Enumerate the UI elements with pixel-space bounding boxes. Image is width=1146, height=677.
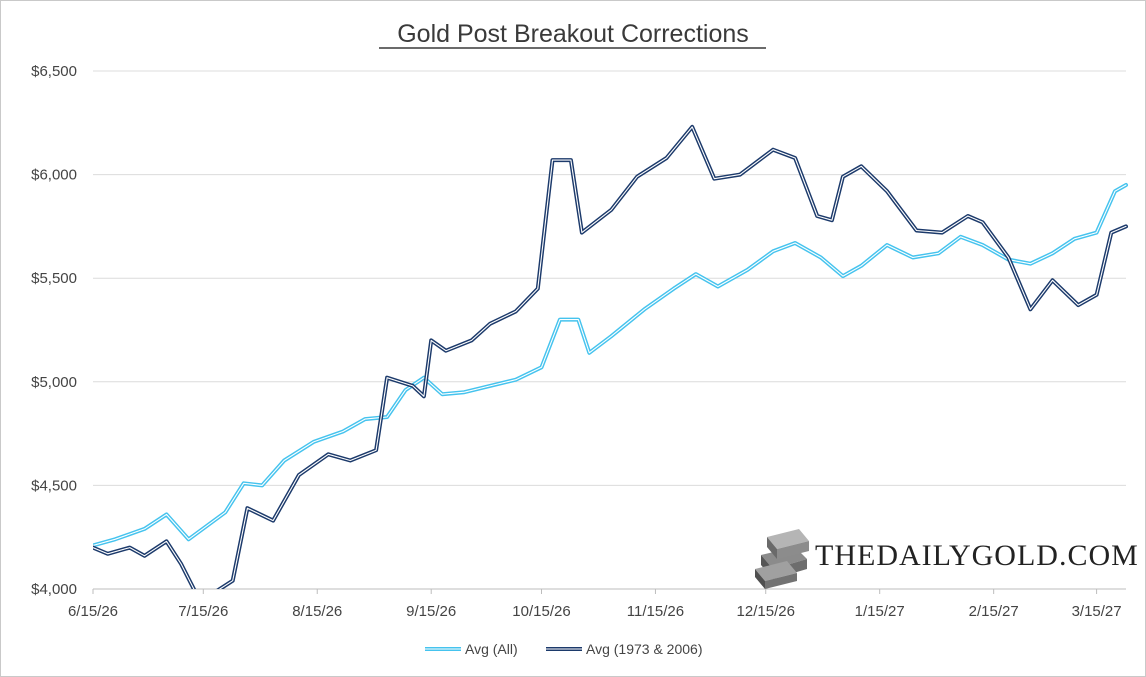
y-tick-label: $5,500	[31, 270, 77, 287]
gridlines	[93, 70, 1126, 590]
series-line-inner	[93, 184, 1127, 547]
y-tick-label: $4,500	[31, 477, 77, 494]
x-tick-label: 3/15/27	[1072, 603, 1122, 620]
series-line-2	[93, 124, 1128, 589]
legend-label: Avg (1973 & 2006)	[586, 641, 703, 657]
watermark-logo: THEDAILYGOLD.COM	[755, 529, 1139, 589]
x-tick-label: 11/15/26	[627, 603, 684, 620]
chart-title-group: Gold Post Breakout Corrections	[379, 20, 766, 49]
legend: Avg (All) Avg (1973 & 2006)	[425, 641, 703, 657]
y-tick-label: $6,000	[31, 167, 77, 184]
x-tick-label: 2/15/27	[969, 603, 1019, 620]
x-tick-label: 7/15/26	[178, 603, 228, 620]
series-line-1	[93, 183, 1128, 548]
series-line-stroke	[93, 124, 1128, 589]
y-tick-label: $4,000	[31, 581, 77, 598]
chart-title: Gold Post Breakout Corrections	[397, 20, 749, 48]
watermark-text: THEDAILYGOLD.COM	[815, 539, 1139, 572]
y-tick-label: $6,500	[31, 63, 77, 80]
legend-label: Avg (All)	[465, 641, 518, 657]
x-tick-label: 6/15/26	[68, 603, 118, 620]
x-tick-label: 8/15/26	[292, 603, 342, 620]
y-axis-labels: $4,000 $4,500 $5,000 $5,500 $6,000 $6,500	[31, 63, 77, 598]
y-tick-label: $5,000	[31, 374, 77, 391]
x-tick-label: 10/15/26	[512, 603, 570, 620]
gold-bar-icon	[755, 529, 809, 589]
legend-item: Avg (1973 & 2006)	[546, 641, 703, 657]
series-line-inner	[93, 126, 1127, 589]
series-line-stroke	[93, 183, 1128, 548]
series-layer	[93, 124, 1128, 589]
legend-item: Avg (All)	[425, 641, 518, 657]
x-tick-label: 9/15/26	[406, 603, 456, 620]
x-tick-label: 12/15/26	[737, 603, 795, 620]
x-tick-label: 1/15/27	[855, 603, 905, 620]
x-axis-labels: 6/15/26 7/15/26 8/15/26 9/15/26 10/15/26 11/1…	[68, 589, 1122, 620]
